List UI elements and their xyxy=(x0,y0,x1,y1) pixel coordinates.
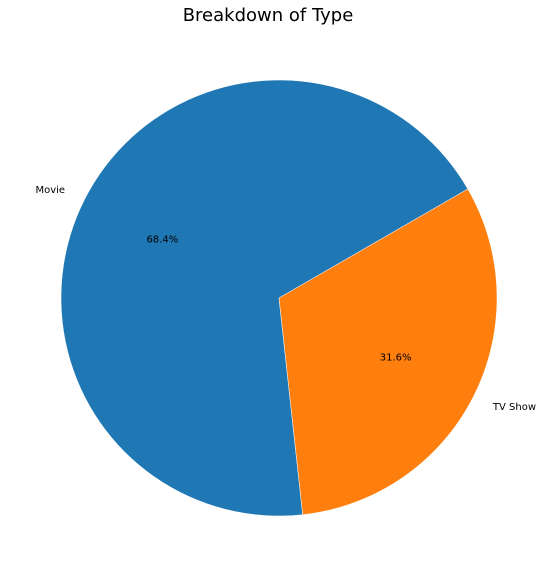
labels-group: Movie 68.4% TV Show 31.6% xyxy=(35,185,536,413)
chart-title: Breakdown of Type xyxy=(183,5,354,26)
slice-percent-movie: 68.4% xyxy=(146,234,178,245)
pie-slice-tv-show xyxy=(278,188,498,515)
slice-label-movie: Movie xyxy=(35,185,65,196)
slices-group xyxy=(60,79,498,517)
slice-percent-tv-show: 31.6% xyxy=(380,353,412,364)
slice-label-tv-show: TV Show xyxy=(492,402,536,413)
pie-slice-movie xyxy=(60,79,469,517)
